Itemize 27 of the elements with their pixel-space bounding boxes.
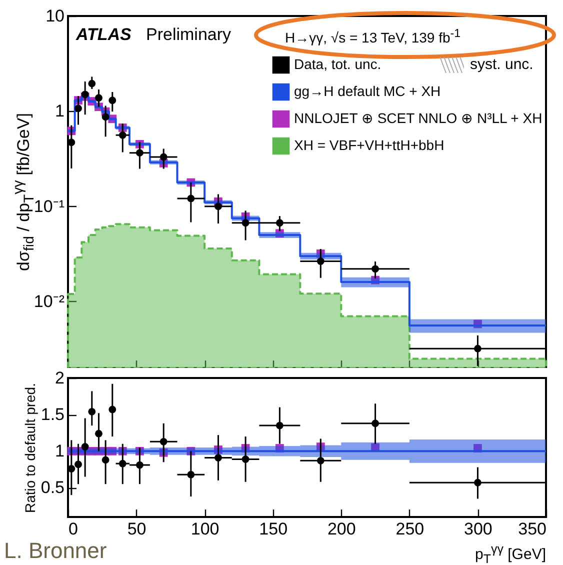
x-tick-label: 0 [68, 520, 78, 538]
annotation: H→γγ, √s = 13 TeV, 139 fb$^{-1}$ [285, 27, 461, 46]
legend-label: NNLOJET ⊕ SCET NNLO ⊕ N³LL + XH [294, 110, 542, 126]
x-tick-label: 50 [127, 520, 146, 538]
y-tick-label: 1 [55, 442, 64, 461]
legend-label: XH = VBF+VH+ttH+bbH [294, 137, 444, 153]
y-tick-label: 2 [55, 368, 64, 388]
y-tick-label: 10 [46, 6, 64, 26]
legend-label: Data, tot. unc. [294, 56, 382, 72]
x-tick-label: 200 [327, 520, 356, 538]
annotation: syst. unc. [470, 56, 534, 73]
annotation: Preliminary [146, 25, 232, 44]
y-tick-label: 10⁻² [34, 292, 65, 311]
x-tick-label: 350 [518, 520, 546, 538]
x-tick-label: 100 [190, 520, 220, 538]
x-tick-label: 250 [396, 520, 424, 538]
y-tick-label: 1.5 [40, 405, 64, 424]
y-tick-label: 0.5 [40, 478, 64, 498]
annotation: ATLAS [76, 25, 132, 44]
y-tick-label: 10⁻¹ [34, 196, 65, 216]
y-tick-label: 1 [55, 102, 64, 121]
legend-label: gg→H default MC + XH [294, 83, 441, 99]
text: L. Bronner [4, 538, 107, 563]
x-tick-label: 300 [464, 520, 492, 538]
x-axis-title: p$_{T}$$^{γγ}$ [GeV] [474, 542, 546, 565]
y-axis-title: Ratio to default pred. [22, 382, 38, 512]
x-tick-label: 150 [259, 520, 288, 538]
